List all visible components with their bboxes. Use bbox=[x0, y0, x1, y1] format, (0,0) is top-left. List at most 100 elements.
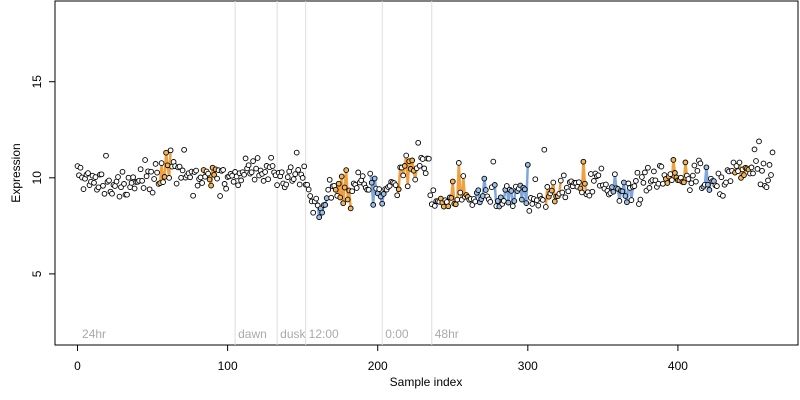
data-point bbox=[475, 187, 482, 194]
data-point bbox=[491, 182, 498, 188]
y-tick-label: 5 bbox=[30, 270, 44, 277]
data-point bbox=[340, 200, 347, 207]
data-point bbox=[524, 161, 531, 168]
plot-frame bbox=[54, 0, 799, 346]
period-label: 24hr bbox=[82, 327, 106, 341]
data-point bbox=[268, 154, 274, 161]
data-point bbox=[371, 175, 378, 182]
data-point bbox=[693, 178, 699, 185]
data-point bbox=[328, 194, 335, 201]
data-point bbox=[628, 197, 635, 203]
data-point bbox=[290, 176, 297, 182]
data-point bbox=[449, 178, 456, 185]
data-point bbox=[487, 199, 494, 205]
data-point bbox=[448, 195, 455, 201]
data-point bbox=[325, 186, 332, 193]
x-tick-label: 400 bbox=[668, 359, 688, 373]
data-point bbox=[130, 174, 136, 181]
x-axis-label: Sample index bbox=[390, 375, 463, 389]
data-point bbox=[763, 184, 770, 191]
data-point bbox=[128, 180, 135, 186]
data-point bbox=[481, 175, 488, 182]
data-point bbox=[269, 163, 276, 169]
data-point bbox=[562, 194, 569, 201]
data-point bbox=[560, 172, 567, 179]
data-point bbox=[77, 164, 84, 171]
data-point bbox=[595, 172, 602, 179]
data-point bbox=[760, 160, 767, 167]
data-point bbox=[392, 182, 399, 188]
data-point bbox=[124, 191, 130, 198]
data-point bbox=[265, 176, 271, 183]
data-point bbox=[503, 183, 510, 189]
data-point bbox=[542, 204, 549, 210]
data-point bbox=[160, 179, 166, 185]
data-point bbox=[741, 172, 747, 178]
data-point bbox=[460, 173, 467, 179]
data-point bbox=[379, 200, 386, 207]
data-point bbox=[149, 189, 156, 196]
data-point bbox=[161, 174, 168, 180]
data-point bbox=[703, 164, 710, 171]
data-point bbox=[494, 198, 501, 204]
data-point bbox=[748, 164, 755, 171]
data-point bbox=[176, 163, 183, 170]
data-point bbox=[139, 177, 145, 184]
data-point bbox=[370, 202, 377, 208]
data-point bbox=[469, 202, 476, 208]
data-point bbox=[768, 172, 774, 178]
data-point bbox=[715, 170, 722, 177]
data-point bbox=[344, 196, 351, 203]
data-point bbox=[304, 181, 311, 188]
data-point bbox=[335, 180, 342, 187]
data-point bbox=[208, 182, 214, 189]
data-point bbox=[622, 193, 629, 199]
data-point bbox=[634, 169, 641, 176]
data-point bbox=[645, 164, 651, 171]
data-point bbox=[316, 214, 323, 221]
data-point bbox=[482, 187, 489, 193]
data-point bbox=[539, 197, 546, 203]
data-point bbox=[751, 146, 758, 153]
data-point bbox=[691, 162, 698, 169]
y-axis: 5 10 15 bbox=[30, 75, 55, 277]
data-point bbox=[367, 170, 374, 177]
data-point bbox=[223, 185, 229, 192]
data-point bbox=[100, 182, 106, 189]
data-point bbox=[526, 208, 533, 214]
data-point bbox=[187, 174, 193, 181]
data-point bbox=[91, 179, 97, 186]
data-point bbox=[230, 178, 237, 185]
period-label: 12:00 bbox=[309, 327, 339, 341]
data-point bbox=[509, 203, 516, 209]
data-point bbox=[733, 163, 740, 169]
data-point bbox=[421, 165, 428, 172]
data-point bbox=[609, 184, 615, 190]
data-point bbox=[640, 179, 647, 186]
data-point bbox=[591, 178, 597, 184]
data-point bbox=[523, 200, 530, 206]
data-point bbox=[395, 186, 402, 193]
data-point bbox=[404, 183, 411, 190]
data-point bbox=[137, 166, 144, 173]
data-point bbox=[292, 171, 299, 177]
data-point bbox=[586, 192, 593, 199]
data-point bbox=[616, 198, 623, 204]
data-point bbox=[211, 171, 217, 178]
period-label: 0:00 bbox=[385, 327, 409, 341]
data-point bbox=[651, 168, 657, 175]
data-point bbox=[422, 170, 429, 177]
data-point bbox=[419, 156, 426, 162]
data-point bbox=[416, 162, 423, 169]
data-point bbox=[353, 185, 360, 191]
period-label: dawn bbox=[238, 327, 267, 341]
data-point bbox=[158, 160, 165, 166]
data-point bbox=[85, 170, 91, 176]
x-tick-label: 200 bbox=[368, 359, 388, 373]
data-point bbox=[624, 199, 630, 206]
data-point bbox=[409, 157, 416, 164]
data-point bbox=[119, 168, 126, 175]
data-point bbox=[769, 149, 776, 156]
data-point bbox=[669, 177, 675, 183]
data-point bbox=[685, 176, 692, 182]
